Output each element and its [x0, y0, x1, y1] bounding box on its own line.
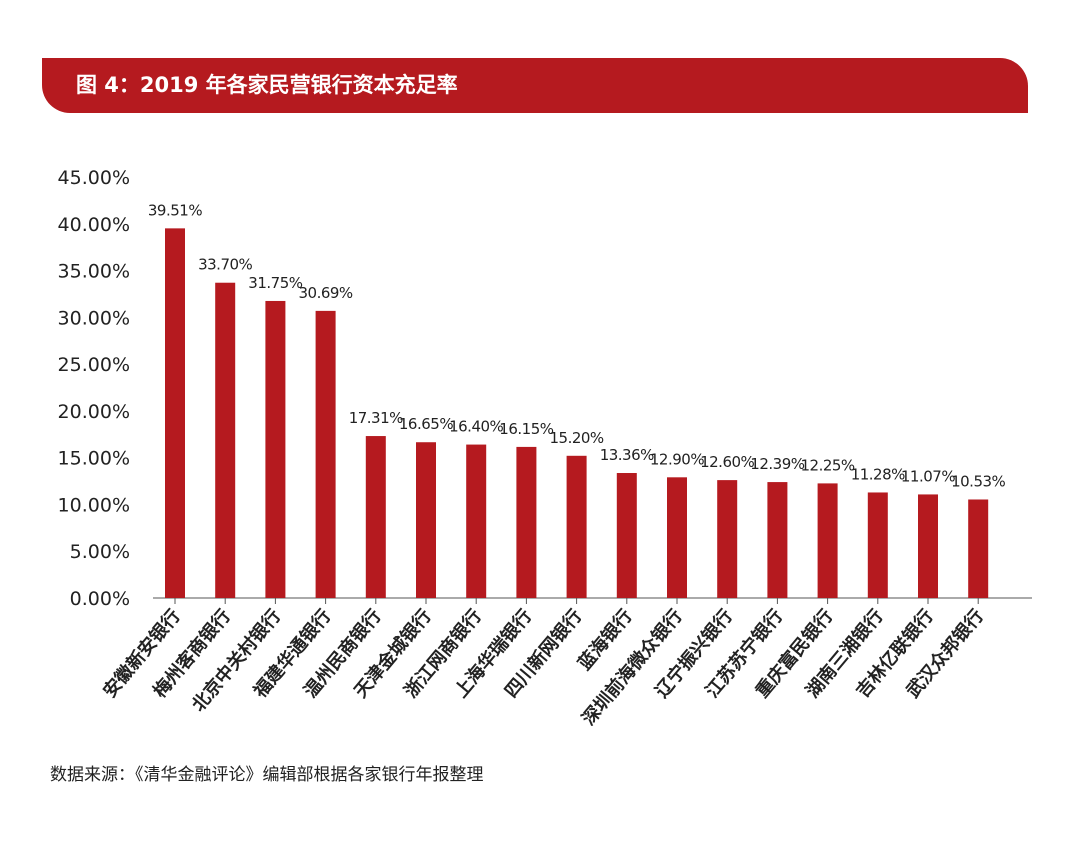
y-tick-label: 15.00% — [58, 448, 130, 470]
data-label: 16.15% — [499, 420, 553, 438]
y-tick-label: 25.00% — [58, 354, 130, 376]
category-label: 北京中关村银行 — [187, 605, 285, 716]
data-label: 31.75% — [248, 274, 302, 292]
bar — [416, 442, 436, 598]
data-label: 15.20% — [549, 429, 603, 447]
bar — [968, 499, 989, 598]
y-tick-label: 45.00% — [58, 167, 130, 189]
data-source-note: 数据来源：《清华金融评论》编辑部根据各家银行年报整理 — [50, 765, 484, 785]
data-label: 13.36% — [600, 446, 654, 464]
y-tick-label: 20.00% — [58, 401, 130, 423]
data-label: 17.31% — [349, 409, 403, 427]
data-label: 33.70% — [198, 256, 252, 274]
y-tick-label: 0.00% — [70, 588, 130, 610]
bar — [365, 436, 386, 598]
bar — [516, 446, 537, 598]
bar — [667, 477, 687, 598]
data-label: 16.65% — [399, 415, 453, 433]
data-label: 16.40% — [449, 418, 503, 436]
y-tick-label: 5.00% — [70, 541, 130, 563]
data-label: 12.60% — [700, 453, 754, 471]
bar — [918, 494, 938, 598]
bar — [165, 228, 185, 598]
bar — [265, 300, 286, 598]
bar — [466, 444, 487, 598]
data-label: 12.25% — [800, 456, 854, 474]
data-label: 11.07% — [901, 467, 955, 485]
bar — [717, 480, 738, 598]
data-label: 30.69% — [298, 284, 352, 302]
data-label: 12.39% — [750, 455, 804, 473]
data-label: 11.28% — [851, 465, 905, 483]
bar — [767, 482, 788, 598]
data-label: 10.53% — [951, 472, 1005, 490]
data-label: 12.90% — [650, 450, 704, 468]
y-tick-label: 35.00% — [58, 261, 130, 283]
bar — [315, 310, 336, 598]
data-label: 39.51% — [148, 201, 202, 219]
bar — [616, 473, 637, 598]
chart-title: 图 4：2019 年各家民营银行资本充足率 — [76, 73, 458, 97]
y-tick-label: 10.00% — [58, 494, 130, 516]
bar — [566, 455, 587, 598]
title-banner: 图 4：2019 年各家民营银行资本充足率 — [42, 58, 1028, 113]
bar — [867, 492, 888, 598]
bar — [817, 483, 838, 598]
bar — [215, 282, 236, 598]
y-tick-label: 30.00% — [58, 307, 130, 329]
y-tick-label: 40.00% — [58, 214, 130, 236]
